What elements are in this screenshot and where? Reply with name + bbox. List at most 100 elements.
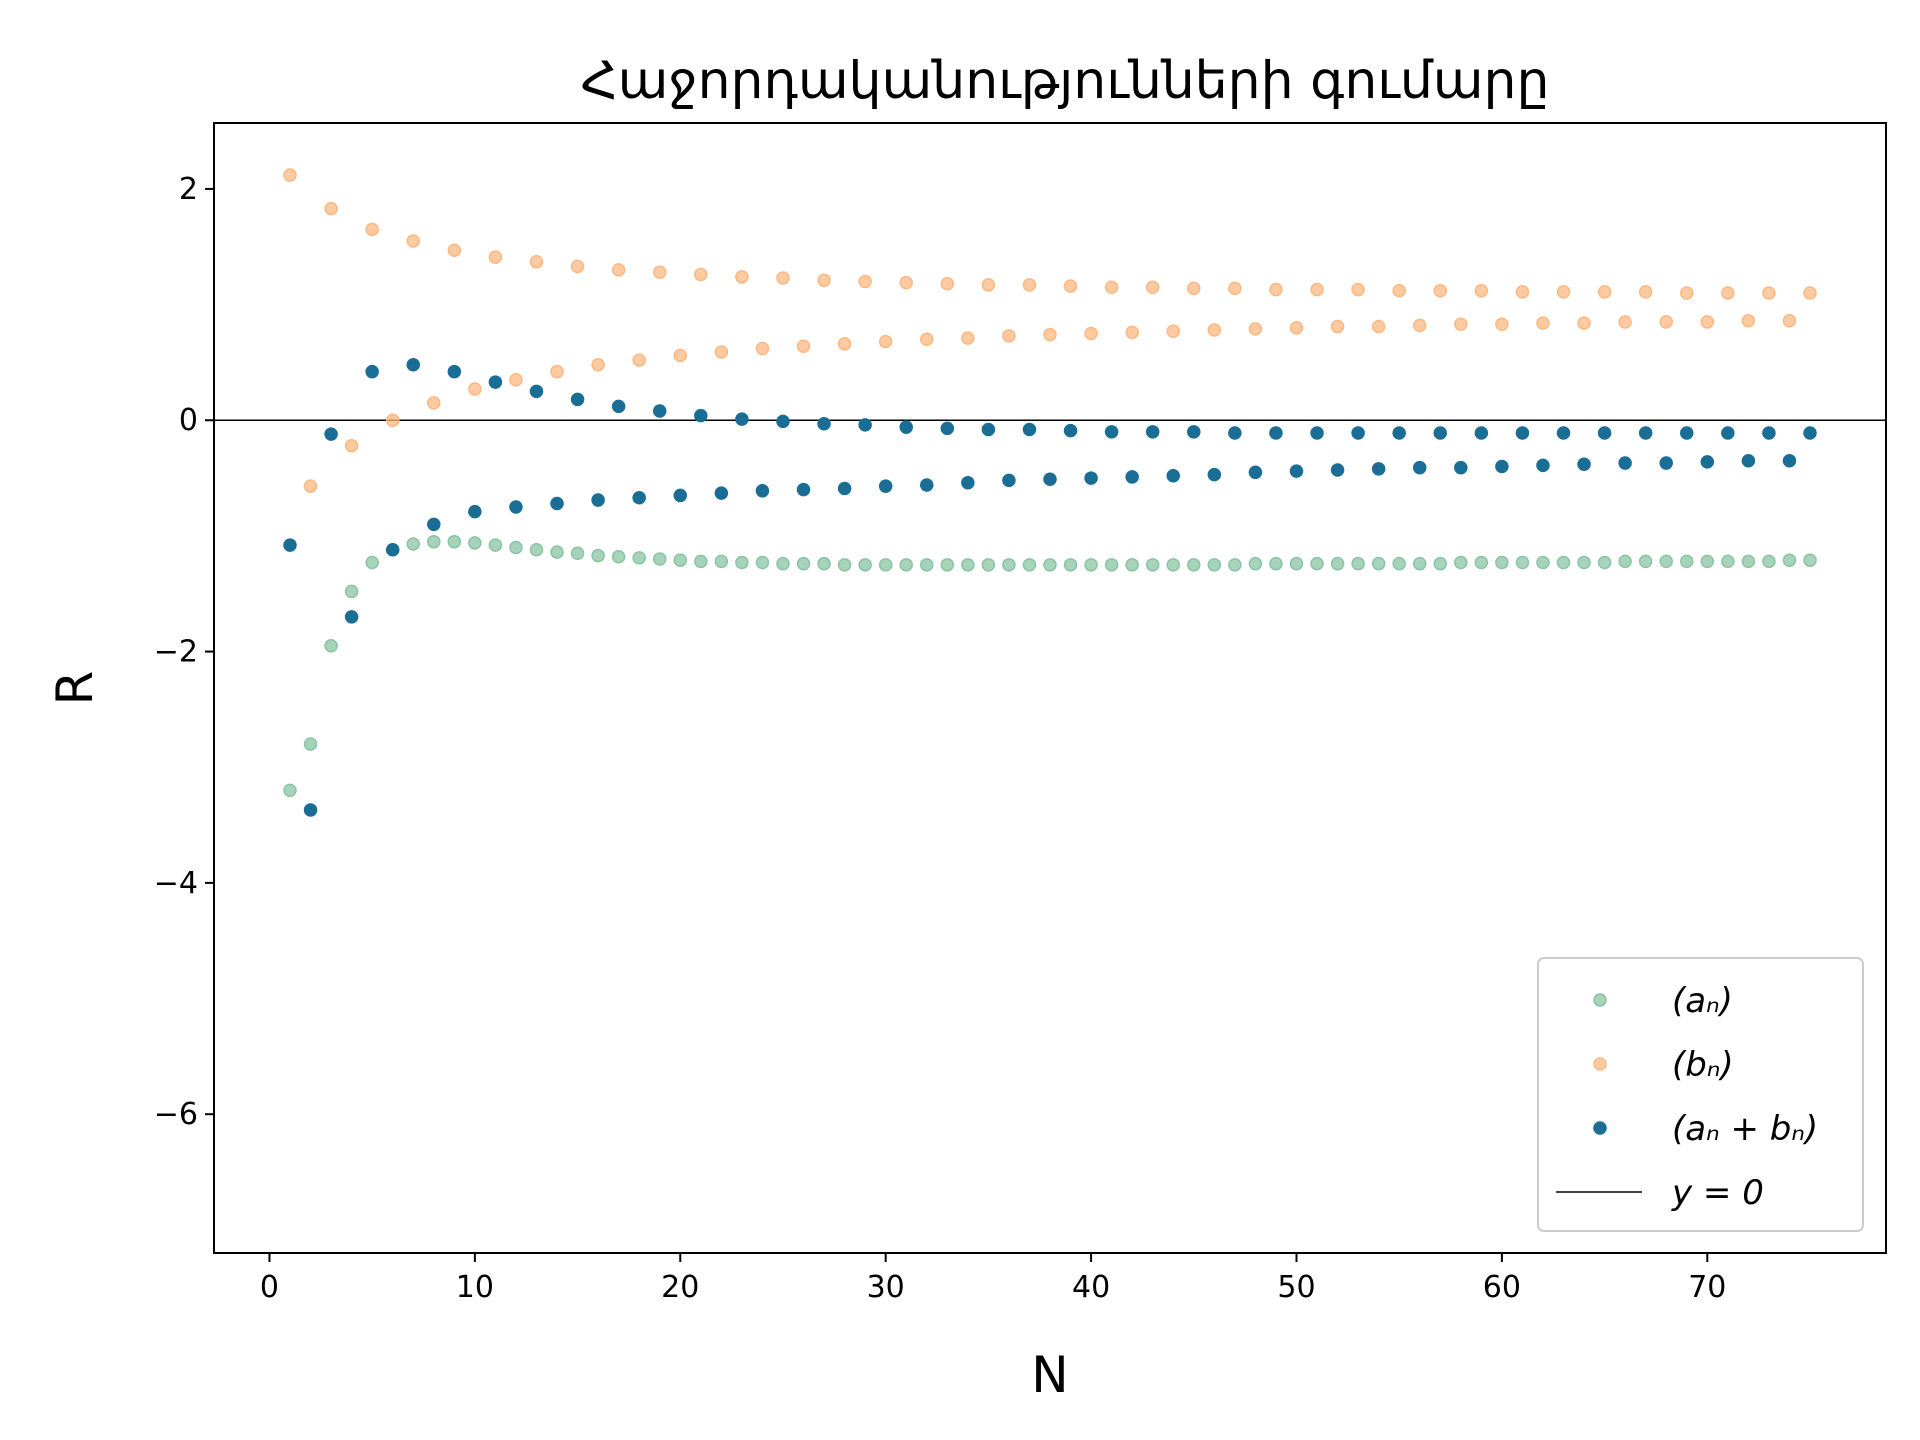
data-point-series-3 <box>488 375 503 389</box>
data-point-series-3 <box>878 479 893 493</box>
data-point-series-3 <box>1700 455 1715 469</box>
data-point-series-2 <box>611 263 626 277</box>
data-point-series-1 <box>961 558 975 572</box>
data-point-series-2 <box>714 345 729 359</box>
data-point-series-1 <box>1228 558 1242 572</box>
x-tick-label: 30 <box>867 1270 905 1305</box>
data-point-series-2 <box>468 382 482 396</box>
legend-marker-series-1 <box>1593 993 1607 1007</box>
data-point-series-3 <box>1515 426 1530 440</box>
data-point-series-3 <box>735 412 749 426</box>
data-point-series-3 <box>509 500 523 514</box>
data-point-series-2 <box>1515 285 1530 299</box>
x-tick-label: 40 <box>1072 1270 1110 1305</box>
data-point-series-2 <box>1043 327 1057 342</box>
x-axis: 0 10 20 30 40 50 60 70 <box>260 1253 1726 1305</box>
data-point-series-3 <box>652 404 667 418</box>
data-point-series-3 <box>1351 426 1365 440</box>
data-point-series-3 <box>550 496 564 511</box>
data-points-group <box>283 168 1817 817</box>
data-point-series-3 <box>1248 465 1263 480</box>
data-point-series-2 <box>1803 286 1817 300</box>
data-point-series-2 <box>899 275 913 290</box>
data-point-series-2 <box>488 250 503 264</box>
data-point-series-2 <box>1289 320 1304 335</box>
data-point-series-3 <box>1269 426 1283 440</box>
data-point-series-2 <box>406 234 420 248</box>
data-point-series-1 <box>1741 554 1756 569</box>
data-point-series-1 <box>1269 556 1283 571</box>
data-point-series-2 <box>1392 283 1406 298</box>
data-point-series-1 <box>1803 553 1817 567</box>
data-point-series-2 <box>1228 281 1242 296</box>
data-point-series-3 <box>1084 471 1098 485</box>
legend-label-series-2: (bₙ) <box>1672 1045 1734 1085</box>
data-point-series-3 <box>1043 472 1057 486</box>
data-point-series-2 <box>1618 315 1632 329</box>
data-point-series-3 <box>406 357 420 372</box>
legend-box <box>1537 957 1864 1232</box>
data-point-series-1 <box>1577 555 1591 570</box>
data-point-series-1 <box>1515 555 1530 570</box>
data-point-series-2 <box>1166 324 1180 338</box>
data-point-series-2 <box>509 373 523 387</box>
data-point-series-1 <box>591 548 605 563</box>
data-point-series-1 <box>735 555 749 570</box>
data-point-series-2 <box>1680 286 1694 300</box>
plot-area <box>213 122 1887 1254</box>
x-tick-label: 0 <box>260 1270 279 1305</box>
data-point-series-1 <box>1638 554 1653 569</box>
data-point-series-3 <box>570 392 585 407</box>
data-point-series-2 <box>755 341 770 356</box>
data-point-series-2 <box>1187 281 1201 296</box>
data-point-series-1 <box>1412 556 1427 571</box>
data-point-series-1 <box>1166 558 1180 572</box>
data-point-series-1 <box>858 558 872 572</box>
data-point-series-2 <box>1433 283 1448 298</box>
data-point-series-2 <box>694 267 708 282</box>
data-point-series-2 <box>1741 314 1756 328</box>
x-tick-label: 20 <box>661 1270 699 1305</box>
data-point-series-2 <box>920 332 934 347</box>
data-point-series-3 <box>1659 456 1673 470</box>
data-point-series-2 <box>570 259 585 274</box>
data-point-series-3 <box>1166 469 1180 483</box>
data-point-series-1 <box>1392 556 1406 571</box>
data-point-series-1 <box>1002 558 1016 572</box>
x-tick-label: 60 <box>1483 1270 1521 1305</box>
data-point-series-1 <box>796 556 811 571</box>
data-point-series-3 <box>1002 473 1016 488</box>
data-point-series-1 <box>303 737 318 751</box>
data-point-series-3 <box>283 538 297 552</box>
data-point-series-2 <box>1412 318 1427 333</box>
data-point-series-3 <box>837 481 852 496</box>
data-point-series-3 <box>1741 453 1756 468</box>
data-point-series-1 <box>611 549 626 564</box>
data-point-series-1 <box>1351 556 1365 571</box>
legend: (aₙ) (bₙ) (aₙ + bₙ) y = 0 <box>1537 957 1864 1232</box>
chart-title: Հաջորդականությունների գումարը <box>581 51 1550 111</box>
data-point-series-3 <box>961 475 975 490</box>
x-tick-label: 50 <box>1277 1270 1315 1305</box>
legend-marker-series-3 <box>1593 1121 1607 1135</box>
data-point-series-1 <box>981 558 996 572</box>
data-point-series-1 <box>365 555 379 570</box>
data-point-series-3 <box>1371 462 1386 476</box>
data-point-series-2 <box>632 353 646 367</box>
data-point-series-3 <box>324 427 338 441</box>
data-point-series-3 <box>940 421 955 436</box>
data-point-series-3 <box>632 490 646 505</box>
data-point-series-1 <box>550 545 564 559</box>
data-point-series-2 <box>1002 329 1016 343</box>
legend-marker-series-2 <box>1593 1057 1607 1071</box>
data-point-series-2 <box>735 270 749 284</box>
data-point-series-2 <box>776 271 790 285</box>
data-point-series-3 <box>468 504 482 519</box>
data-point-series-1 <box>1536 555 1550 570</box>
data-point-series-1 <box>920 558 934 572</box>
data-point-series-3 <box>673 488 688 503</box>
x-axis-label: N <box>1031 1346 1068 1404</box>
data-point-series-3 <box>755 484 770 498</box>
data-point-series-3 <box>1803 426 1817 440</box>
data-point-series-3 <box>920 478 934 492</box>
